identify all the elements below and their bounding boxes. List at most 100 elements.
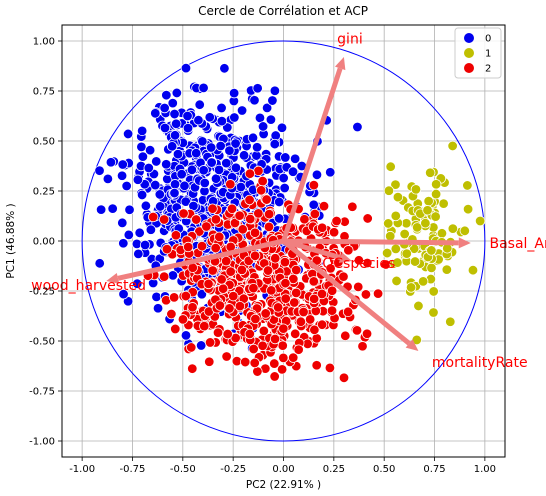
x-tick-label: -0.75 [120,464,146,475]
point-cluster-2 [196,240,208,252]
point-cluster-2 [248,343,259,355]
point-cluster-1 [420,217,431,229]
point-cluster-2 [204,337,216,348]
point-cluster-2 [257,340,268,351]
point-cluster-2 [253,165,264,177]
scatter-points [94,62,486,383]
vector-OCspecies [282,238,342,261]
point-cluster-2 [309,208,321,220]
point-cluster-2 [187,363,198,374]
point-cluster-1 [438,198,449,209]
point-cluster-2 [221,351,232,362]
y-tick-label: 0.25 [33,187,55,198]
point-cluster-2 [340,330,351,342]
point-cluster-2 [266,285,277,296]
point-cluster-2 [244,328,256,340]
point-cluster-2 [311,333,322,344]
point-cluster-0 [94,258,105,269]
correlation-circle-layer [81,40,486,442]
point-cluster-0 [235,181,247,193]
point-cluster-2 [204,356,215,367]
point-cluster-0 [161,89,172,101]
point-cluster-2 [194,226,205,237]
point-cluster-2 [291,264,302,276]
point-cluster-0 [279,182,290,194]
point-cluster-2 [279,256,291,268]
point-cluster-2 [361,328,373,339]
point-cluster-1 [474,215,486,227]
point-cluster-2 [343,245,354,256]
point-cluster-2 [180,290,192,302]
x-tick-label: -0.50 [170,464,196,475]
point-cluster-2 [236,264,248,276]
point-cluster-2 [293,344,304,355]
point-cluster-0 [124,204,135,215]
point-cluster-0 [171,87,183,99]
point-cluster-0 [169,187,180,199]
x-tick-label: 0.50 [373,464,395,475]
point-cluster-2 [357,341,368,352]
point-cluster-0 [206,157,217,168]
point-cluster-2 [214,300,226,311]
point-cluster-1 [430,188,442,200]
point-cluster-2 [226,203,238,214]
point-cluster-2 [331,215,342,227]
point-cluster-0 [236,105,248,116]
vector-head-gini [334,57,346,71]
point-cluster-2 [222,328,233,340]
point-cluster-1 [392,191,404,203]
vector-head-Basal_Area [458,237,471,249]
point-cluster-2 [326,285,338,296]
point-cluster-2 [262,265,274,276]
point-cluster-2 [234,210,245,221]
point-cluster-1 [467,264,479,276]
point-cluster-0 [289,153,301,164]
vector-label-mortalityRate: mortalityRate [432,355,528,371]
point-cluster-0 [195,340,207,351]
point-cluster-0 [118,288,129,300]
point-cluster-2 [258,325,270,337]
point-cluster-2 [190,214,202,225]
point-cluster-1 [462,203,474,215]
legend-label-0: 0 [485,34,491,45]
point-cluster-2 [308,276,319,287]
vector-mortalityRate [281,239,411,346]
vector-label-wood_harvested: wood_harvested [31,278,146,294]
point-cluster-2 [168,292,180,303]
point-cluster-0 [287,166,299,177]
point-cluster-0 [280,152,291,163]
point-cluster-2 [308,293,320,305]
point-cluster-0 [151,156,162,167]
point-cluster-0 [167,97,178,109]
point-cluster-2 [309,324,320,336]
point-cluster-2 [214,231,225,243]
point-cluster-0 [311,169,323,180]
point-cluster-0 [116,170,128,181]
point-cluster-2 [244,168,256,179]
point-cluster-0 [152,303,164,314]
point-cluster-1 [381,247,393,259]
point-cluster-2 [249,227,261,238]
vector-head-OCspecies [338,252,352,263]
point-cluster-2 [249,357,260,369]
point-cluster-1 [459,225,471,237]
legend-marker-0 [464,33,474,43]
x-tick-label: 0.25 [323,464,345,475]
point-cluster-2 [217,283,229,294]
point-cluster-0 [145,224,157,235]
point-cluster-0 [261,102,273,114]
point-cluster-0 [179,180,190,192]
point-cluster-0 [107,203,118,214]
chart-title: Cercle de Corrélation et ACP [198,4,368,18]
point-cluster-0 [265,114,277,125]
point-cluster-1 [441,264,453,275]
y-tick-label: 0.75 [33,87,55,98]
point-cluster-0 [102,173,114,185]
point-cluster-0 [216,102,227,114]
vector-head-mortalityRate [405,339,419,351]
point-cluster-2 [240,356,251,368]
point-cluster-0 [205,142,217,153]
point-cluster-1 [425,167,436,178]
y-ticks: 1.00 0.75 0.50 0.25 0.00 -0.25 -0.50 -0.75 -1.00 [29,37,62,448]
